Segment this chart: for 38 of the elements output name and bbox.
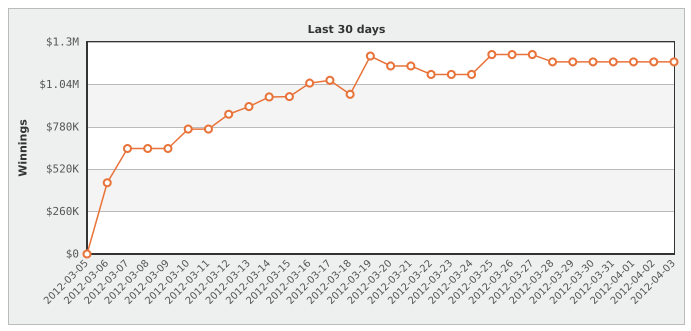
point	[629, 57, 638, 66]
point	[224, 110, 234, 119]
point	[670, 57, 678, 66]
chart-title: Last 30 days	[308, 23, 386, 36]
point	[143, 144, 152, 153]
point	[305, 78, 314, 88]
point	[325, 76, 334, 85]
y-tick-label: $1.04M	[39, 78, 80, 91]
point	[163, 144, 172, 153]
point	[264, 92, 274, 102]
y-axis-title: Winnings	[16, 118, 30, 177]
y-tick-label: $0	[66, 248, 79, 260]
point	[204, 124, 213, 134]
point	[508, 50, 517, 60]
point	[406, 61, 416, 70]
point	[528, 50, 537, 60]
point	[386, 61, 396, 70]
point	[649, 57, 658, 66]
point	[366, 52, 375, 61]
point	[102, 178, 112, 188]
point	[82, 250, 92, 258]
point	[467, 70, 476, 79]
y-tick-label: $260K	[46, 205, 80, 218]
point	[568, 57, 578, 66]
y-tick-label: $520K	[46, 162, 80, 176]
point	[244, 102, 254, 112]
point	[588, 57, 598, 66]
point	[608, 57, 618, 66]
point	[122, 144, 132, 153]
point	[548, 57, 558, 66]
point	[346, 90, 355, 99]
point	[487, 50, 496, 60]
point	[426, 70, 436, 79]
point	[284, 92, 294, 102]
y-tick-label: $780K	[46, 120, 80, 134]
point	[184, 124, 193, 134]
y-tick-label: $1.3M	[46, 36, 80, 48]
point	[446, 70, 456, 79]
